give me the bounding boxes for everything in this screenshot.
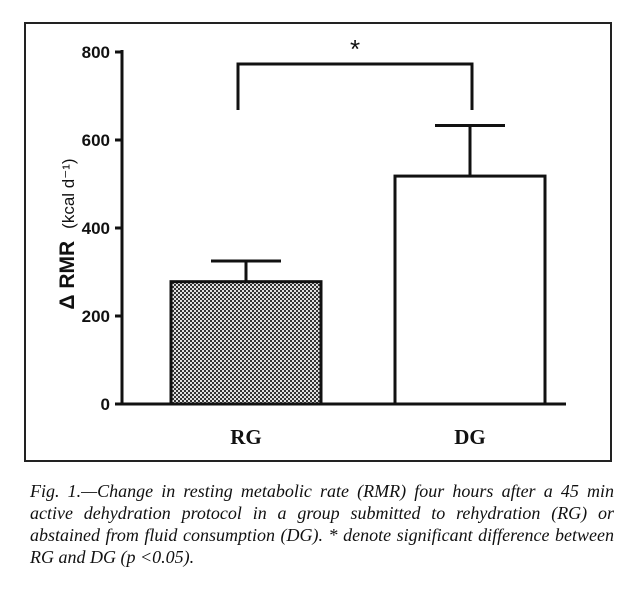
svg-text:Δ RMR (kcal d⁻¹): Δ RMR (kcal d⁻¹) (56, 158, 79, 309)
y-tick-label: 800 (82, 43, 110, 62)
y-tick-label: 200 (82, 307, 110, 326)
y-tick-label: 0 (101, 395, 110, 414)
significance-bracket-line (236, 62, 474, 110)
bar-chart: Δ RMR (kcal d⁻¹) 0 200 400 600 800 RG DG * (56, 34, 566, 449)
bars (169, 174, 547, 406)
bar-rg (169, 280, 323, 406)
y-tick-label: 600 (82, 131, 110, 150)
bar-dg (393, 174, 547, 406)
x-category-label: DG (454, 425, 486, 449)
y-tick-label: 400 (82, 219, 110, 238)
y-axis-title: Δ RMR (kcal d⁻¹) (56, 158, 79, 309)
figure-panel: Δ RMR (kcal d⁻¹) 0 200 400 600 800 RG DG * (24, 22, 612, 462)
error-bars (211, 123, 505, 282)
significance-bracket: * (236, 34, 474, 110)
y-axis-title-unit: (kcal d⁻¹) (59, 158, 78, 228)
x-category-labels: RG DG (230, 425, 486, 449)
significance-marker: * (350, 34, 360, 64)
y-ticks: 0 200 400 600 800 (82, 43, 122, 414)
x-category-label: RG (230, 425, 262, 449)
figure-caption: Fig. 1.—Change in resting metabolic rate… (30, 481, 614, 567)
y-axis-title-main: Δ RMR (56, 241, 79, 310)
